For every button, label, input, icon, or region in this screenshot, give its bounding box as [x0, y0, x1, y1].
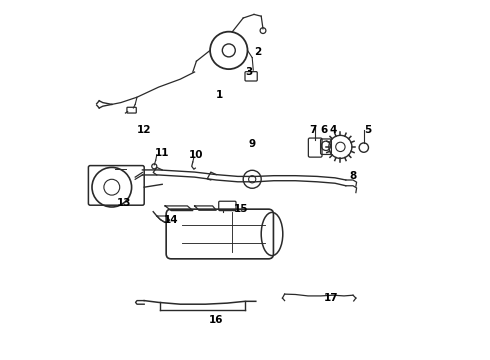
Text: 5: 5 — [364, 125, 371, 135]
Text: 2: 2 — [254, 47, 261, 57]
Text: 1: 1 — [216, 90, 223, 100]
Text: 13: 13 — [117, 198, 132, 208]
Text: 8: 8 — [349, 171, 357, 181]
Text: 9: 9 — [248, 139, 256, 149]
Text: 4: 4 — [329, 125, 337, 135]
Text: 16: 16 — [209, 315, 223, 325]
Text: 3: 3 — [245, 67, 252, 77]
Text: 11: 11 — [155, 148, 170, 158]
Text: 15: 15 — [234, 204, 248, 214]
Text: 10: 10 — [189, 150, 204, 160]
Text: 14: 14 — [164, 215, 178, 225]
Text: 7: 7 — [310, 125, 317, 135]
Text: 6: 6 — [320, 125, 328, 135]
Text: 17: 17 — [324, 293, 339, 303]
Text: 12: 12 — [137, 125, 151, 135]
